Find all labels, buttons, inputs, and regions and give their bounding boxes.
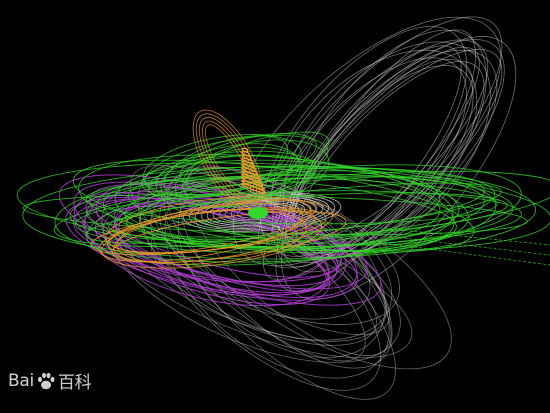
orange-orbit bbox=[98, 202, 304, 263]
green-orbit bbox=[72, 159, 475, 253]
core-dot bbox=[248, 207, 268, 219]
gray-orbit bbox=[296, 61, 485, 258]
gray-orbit bbox=[284, 49, 503, 259]
orange-orbit bbox=[106, 198, 316, 254]
central-core bbox=[240, 147, 268, 219]
paw-icon bbox=[37, 372, 55, 389]
green-orbit bbox=[114, 159, 454, 254]
green-orbit bbox=[163, 135, 289, 198]
gray-orbit bbox=[101, 180, 401, 363]
gray-orbit bbox=[258, 16, 503, 269]
watermark-text-left: Bai bbox=[8, 370, 34, 391]
orange-orbit bbox=[116, 209, 307, 265]
gray-orbit bbox=[276, 45, 462, 268]
purple-orbit bbox=[115, 202, 338, 294]
spiral-segment bbox=[240, 183, 267, 194]
white-ring bbox=[206, 198, 318, 226]
purple-orbit bbox=[73, 192, 330, 306]
green-trail bbox=[299, 231, 550, 266]
green-orbit bbox=[186, 131, 330, 193]
green-orbit bbox=[127, 177, 457, 246]
baidu-baike-watermark: Bai 百科 bbox=[8, 368, 92, 394]
green-orbit bbox=[69, 167, 496, 243]
gray-orbit bbox=[139, 185, 371, 320]
green-trail bbox=[299, 225, 550, 256]
orange-orbit bbox=[111, 211, 347, 263]
orange-orbit bbox=[202, 120, 254, 200]
green-orbit bbox=[108, 192, 508, 240]
gray-orbit bbox=[232, 16, 502, 267]
green-trail bbox=[299, 219, 550, 246]
watermark-text-right: 百科 bbox=[57, 373, 92, 393]
green-orbit bbox=[174, 147, 303, 208]
green-orbit bbox=[144, 135, 329, 198]
orange-orbit bbox=[205, 124, 251, 196]
green-orbit bbox=[86, 164, 522, 266]
orange-orbit bbox=[113, 199, 334, 263]
orange-orbit bbox=[109, 207, 327, 254]
green-orbit bbox=[181, 139, 330, 208]
green-orbit bbox=[85, 182, 502, 244]
green-orbit bbox=[141, 150, 317, 201]
orange-orbits bbox=[90, 109, 347, 269]
white-ring bbox=[182, 192, 342, 232]
